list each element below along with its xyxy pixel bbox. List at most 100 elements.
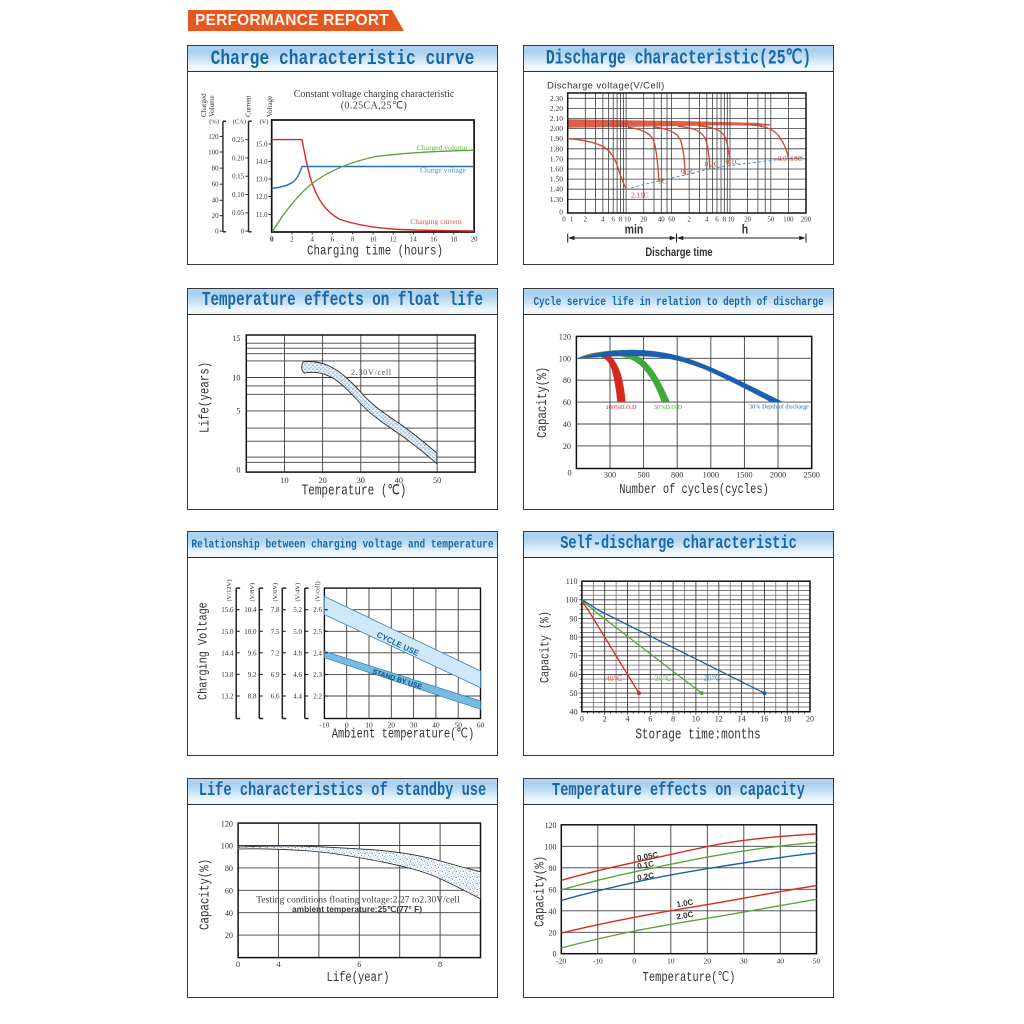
- svg-text:300: 300: [604, 471, 616, 480]
- svg-text:15.6: 15.6: [221, 606, 234, 614]
- svg-text:20: 20: [212, 213, 219, 220]
- svg-text:30: 30: [740, 957, 748, 966]
- svg-text:(V/8V): (V/8V): [249, 583, 256, 602]
- svg-text:10: 10: [232, 373, 240, 382]
- svg-text:7.5: 7.5: [271, 628, 280, 636]
- svg-text:4: 4: [626, 715, 630, 724]
- svg-text:20: 20: [388, 721, 396, 730]
- svg-text:2.2: 2.2: [313, 693, 322, 701]
- svg-text:Storage time:months: Storage time:months: [635, 726, 760, 743]
- svg-text:0.0115C: 0.0115C: [778, 154, 803, 163]
- svg-text:40: 40: [549, 907, 557, 916]
- svg-text:4: 4: [601, 217, 605, 224]
- svg-text:100: 100: [783, 217, 794, 224]
- svg-text:0.20: 0.20: [232, 155, 244, 162]
- svg-text:5.2: 5.2: [293, 606, 302, 614]
- svg-text:Testing conditions floating vo: Testing conditions floating voltage:2.27…: [256, 894, 460, 905]
- svg-text:120: 120: [559, 333, 571, 342]
- svg-text:0.05C: 0.05C: [636, 850, 659, 863]
- svg-text:Discharge time: Discharge time: [645, 246, 712, 259]
- svg-text:100: 100: [545, 842, 557, 851]
- svg-text:8: 8: [351, 237, 355, 244]
- svg-text:2.6: 2.6: [313, 606, 322, 614]
- svg-text:Temperature(℃): Temperature(℃): [643, 970, 736, 986]
- svg-text:-20: -20: [556, 957, 566, 966]
- svg-text:30℃: 30℃: [655, 674, 672, 683]
- svg-text:Charging time (hours): Charging time (hours): [307, 243, 443, 259]
- svg-text:800: 800: [671, 471, 683, 480]
- svg-text:4.8: 4.8: [293, 649, 302, 657]
- svg-text:110: 110: [566, 577, 578, 586]
- svg-text:4.6: 4.6: [293, 671, 302, 679]
- svg-text:15.0: 15.0: [221, 628, 234, 636]
- svg-text:6: 6: [648, 715, 652, 724]
- svg-text:16: 16: [430, 237, 437, 244]
- svg-text:14.4: 14.4: [221, 649, 234, 657]
- svg-text:2.5: 2.5: [313, 628, 322, 636]
- svg-text:4.4: 4.4: [293, 693, 302, 701]
- svg-text:9.6: 9.6: [248, 649, 257, 657]
- svg-text:Charged volume: Charged volume: [417, 143, 468, 152]
- svg-text:11.0: 11.0: [256, 212, 268, 219]
- svg-text:20: 20: [806, 715, 814, 724]
- svg-text:90: 90: [570, 614, 578, 623]
- svg-text:120: 120: [545, 821, 557, 830]
- svg-text:60: 60: [225, 886, 233, 895]
- svg-text:h: h: [742, 221, 748, 236]
- svg-text:30% Depth of discharge: 30% Depth of discharge: [749, 404, 809, 411]
- svg-text:Life(year): Life(year): [327, 970, 390, 986]
- svg-text:0: 0: [236, 960, 240, 969]
- svg-text:2.3: 2.3: [313, 671, 322, 679]
- svg-text:0.1C: 0.1C: [726, 157, 740, 166]
- svg-text:0: 0: [632, 957, 636, 966]
- svg-text:(V): (V): [259, 119, 268, 126]
- svg-text:15.0: 15.0: [256, 141, 268, 148]
- svg-text:1C: 1C: [658, 177, 667, 186]
- svg-text:14: 14: [410, 237, 417, 244]
- svg-text:10: 10: [667, 957, 675, 966]
- svg-text:20: 20: [744, 217, 751, 224]
- svg-text:20: 20: [225, 931, 233, 940]
- svg-text:10: 10: [370, 237, 377, 244]
- svg-text:40: 40: [777, 957, 785, 966]
- svg-text:20: 20: [319, 476, 327, 485]
- svg-text:0.1C: 0.1C: [636, 859, 654, 871]
- svg-text:0.2C: 0.2C: [636, 871, 654, 883]
- svg-text:15: 15: [232, 334, 240, 343]
- svg-text:50%D.O.D: 50%D.O.D: [654, 404, 682, 411]
- svg-text:Constant voltage charging char: Constant voltage charging characteristic: [294, 89, 455, 100]
- svg-text:2.00: 2.00: [550, 124, 563, 133]
- svg-text:5.0: 5.0: [293, 628, 302, 636]
- svg-text:1.90: 1.90: [550, 134, 563, 143]
- svg-text:1: 1: [570, 217, 573, 224]
- svg-text:0.15: 0.15: [232, 174, 244, 181]
- svg-text:(CA): (CA): [233, 119, 246, 126]
- svg-text:500: 500: [637, 471, 649, 480]
- svg-text:4: 4: [705, 217, 709, 224]
- svg-text:0.2C: 0.2C: [705, 160, 719, 169]
- svg-text:13.0: 13.0: [256, 176, 268, 183]
- svg-text:80: 80: [570, 633, 578, 642]
- svg-text:60: 60: [212, 182, 219, 189]
- svg-text:50: 50: [454, 721, 462, 730]
- svg-text:40: 40: [432, 721, 440, 730]
- svg-text:8: 8: [438, 960, 442, 969]
- svg-text:0: 0: [270, 235, 274, 244]
- svg-text:(%): (%): [209, 119, 219, 126]
- svg-text:10: 10: [365, 721, 373, 730]
- svg-text:2: 2: [687, 217, 691, 224]
- svg-text:12: 12: [715, 715, 723, 724]
- svg-text:2500: 2500: [804, 471, 820, 480]
- svg-text:-10: -10: [593, 957, 603, 966]
- svg-text:-10: -10: [319, 721, 329, 730]
- svg-text:20: 20: [704, 957, 712, 966]
- svg-text:2.4: 2.4: [313, 649, 322, 657]
- svg-text:13.8: 13.8: [221, 671, 234, 679]
- svg-text:4: 4: [276, 960, 280, 969]
- svg-text:14: 14: [738, 715, 746, 724]
- svg-text:0.25: 0.25: [232, 137, 244, 144]
- svg-text:Capacity (%): Capacity (%): [538, 611, 553, 683]
- svg-text:200: 200: [801, 217, 812, 224]
- svg-text:13.2: 13.2: [221, 693, 234, 701]
- svg-text:100: 100: [208, 149, 219, 156]
